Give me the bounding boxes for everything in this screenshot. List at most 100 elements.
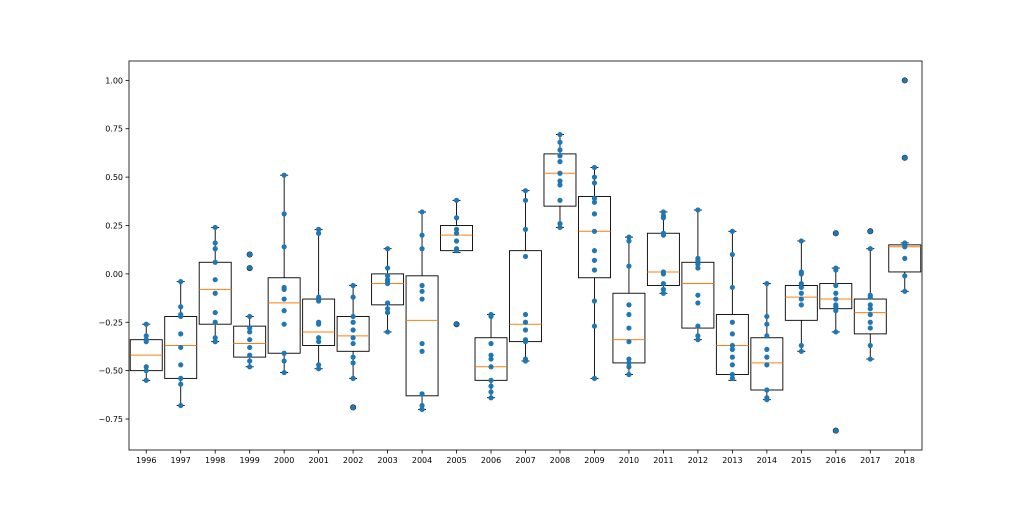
data-point — [557, 224, 563, 231]
data-point — [557, 139, 563, 145]
data-point — [247, 358, 253, 364]
data-point — [247, 265, 253, 271]
data-point — [867, 294, 873, 300]
data-point — [833, 282, 839, 289]
y-tick-label: −0.25 — [98, 318, 123, 327]
data-point — [729, 362, 735, 368]
data-point — [591, 323, 598, 329]
x-tick-label: 2012 — [688, 456, 708, 465]
data-point — [453, 248, 460, 254]
data-point — [591, 211, 598, 217]
x-axis: 1996 1997 1998 1999 2000 2001 2002 2003 2004 2005… — [136, 450, 915, 465]
data-point — [212, 309, 218, 316]
data-point — [212, 259, 218, 265]
data-point — [488, 356, 494, 362]
data-point — [729, 228, 735, 234]
data-point — [178, 344, 184, 351]
data-point — [626, 360, 632, 366]
data-point — [212, 290, 218, 296]
data-point — [488, 395, 494, 401]
data-point — [833, 308, 839, 314]
data-point — [591, 195, 598, 202]
data-point — [764, 346, 770, 352]
x-tick-label: 2009 — [584, 456, 604, 465]
y-tick-label: 0.25 — [105, 222, 123, 231]
data-point — [729, 319, 735, 325]
data-point — [867, 325, 873, 331]
data-point — [247, 325, 253, 331]
data-point — [626, 302, 632, 308]
data-point — [591, 180, 598, 186]
data-point — [350, 313, 356, 320]
data-point — [695, 333, 701, 339]
data-point — [764, 362, 770, 368]
data-point — [867, 356, 873, 362]
data-point — [419, 296, 425, 302]
x-tick-label: 2017 — [860, 456, 880, 465]
data-point — [660, 215, 667, 221]
data-point — [453, 238, 460, 244]
data-point — [798, 342, 804, 349]
x-tick-label: 2008 — [550, 456, 570, 465]
data-point — [729, 342, 735, 349]
data-point — [212, 339, 218, 345]
x-tick-label: 1996 — [136, 456, 156, 465]
data-point — [557, 170, 563, 176]
data-point — [833, 290, 839, 296]
x-tick-label: 2014 — [757, 456, 777, 465]
data-point — [384, 306, 391, 312]
data-point — [557, 178, 563, 184]
data-point — [350, 335, 356, 341]
data-point — [350, 294, 356, 300]
data-point — [419, 246, 425, 252]
data-point — [729, 284, 735, 291]
data-point — [419, 340, 425, 347]
data-point — [626, 238, 632, 244]
data-point — [316, 294, 322, 300]
data-point — [591, 228, 598, 234]
data-point — [384, 300, 391, 306]
data-point — [281, 369, 287, 376]
data-point — [626, 371, 632, 378]
data-point — [626, 234, 632, 240]
data-point — [695, 323, 701, 329]
data-point — [660, 209, 667, 215]
data-point — [626, 263, 632, 269]
x-tick-label: 2007 — [515, 456, 535, 465]
data-point — [419, 402, 425, 409]
data-point — [695, 337, 701, 343]
data-point — [902, 273, 908, 279]
data-point — [798, 296, 804, 302]
y-axis: 1.00 0.75 0.50 0.25 0.00 −0.25 −0.50 −0.75 — [98, 76, 129, 424]
data-point — [350, 354, 356, 360]
y-tick-label: −0.50 — [98, 367, 123, 376]
data-point — [833, 304, 839, 310]
x-tick-label: 2013 — [722, 456, 742, 465]
data-point — [419, 391, 425, 397]
data-point — [281, 211, 287, 217]
data-point — [867, 302, 873, 308]
data-point — [488, 377, 494, 383]
data-point — [695, 300, 701, 306]
x-tick-label: 1998 — [205, 456, 225, 465]
data-point — [453, 321, 460, 327]
x-tick-label: 2000 — [274, 456, 294, 465]
data-point — [833, 267, 839, 273]
data-point — [798, 284, 804, 291]
data-point — [695, 207, 701, 213]
data-point — [488, 352, 494, 358]
data-point — [695, 265, 701, 271]
data-point — [798, 302, 804, 308]
x-tick-label: 2011 — [653, 456, 673, 465]
data-point — [522, 327, 529, 333]
data-point — [902, 244, 908, 250]
data-point — [729, 375, 735, 381]
data-point — [798, 238, 804, 244]
x-tick-label: 2016 — [826, 456, 846, 465]
data-point — [557, 153, 563, 159]
data-point — [867, 319, 873, 325]
x-tick-label: 2003 — [377, 456, 397, 465]
data-point — [764, 333, 770, 339]
data-point — [522, 226, 529, 232]
